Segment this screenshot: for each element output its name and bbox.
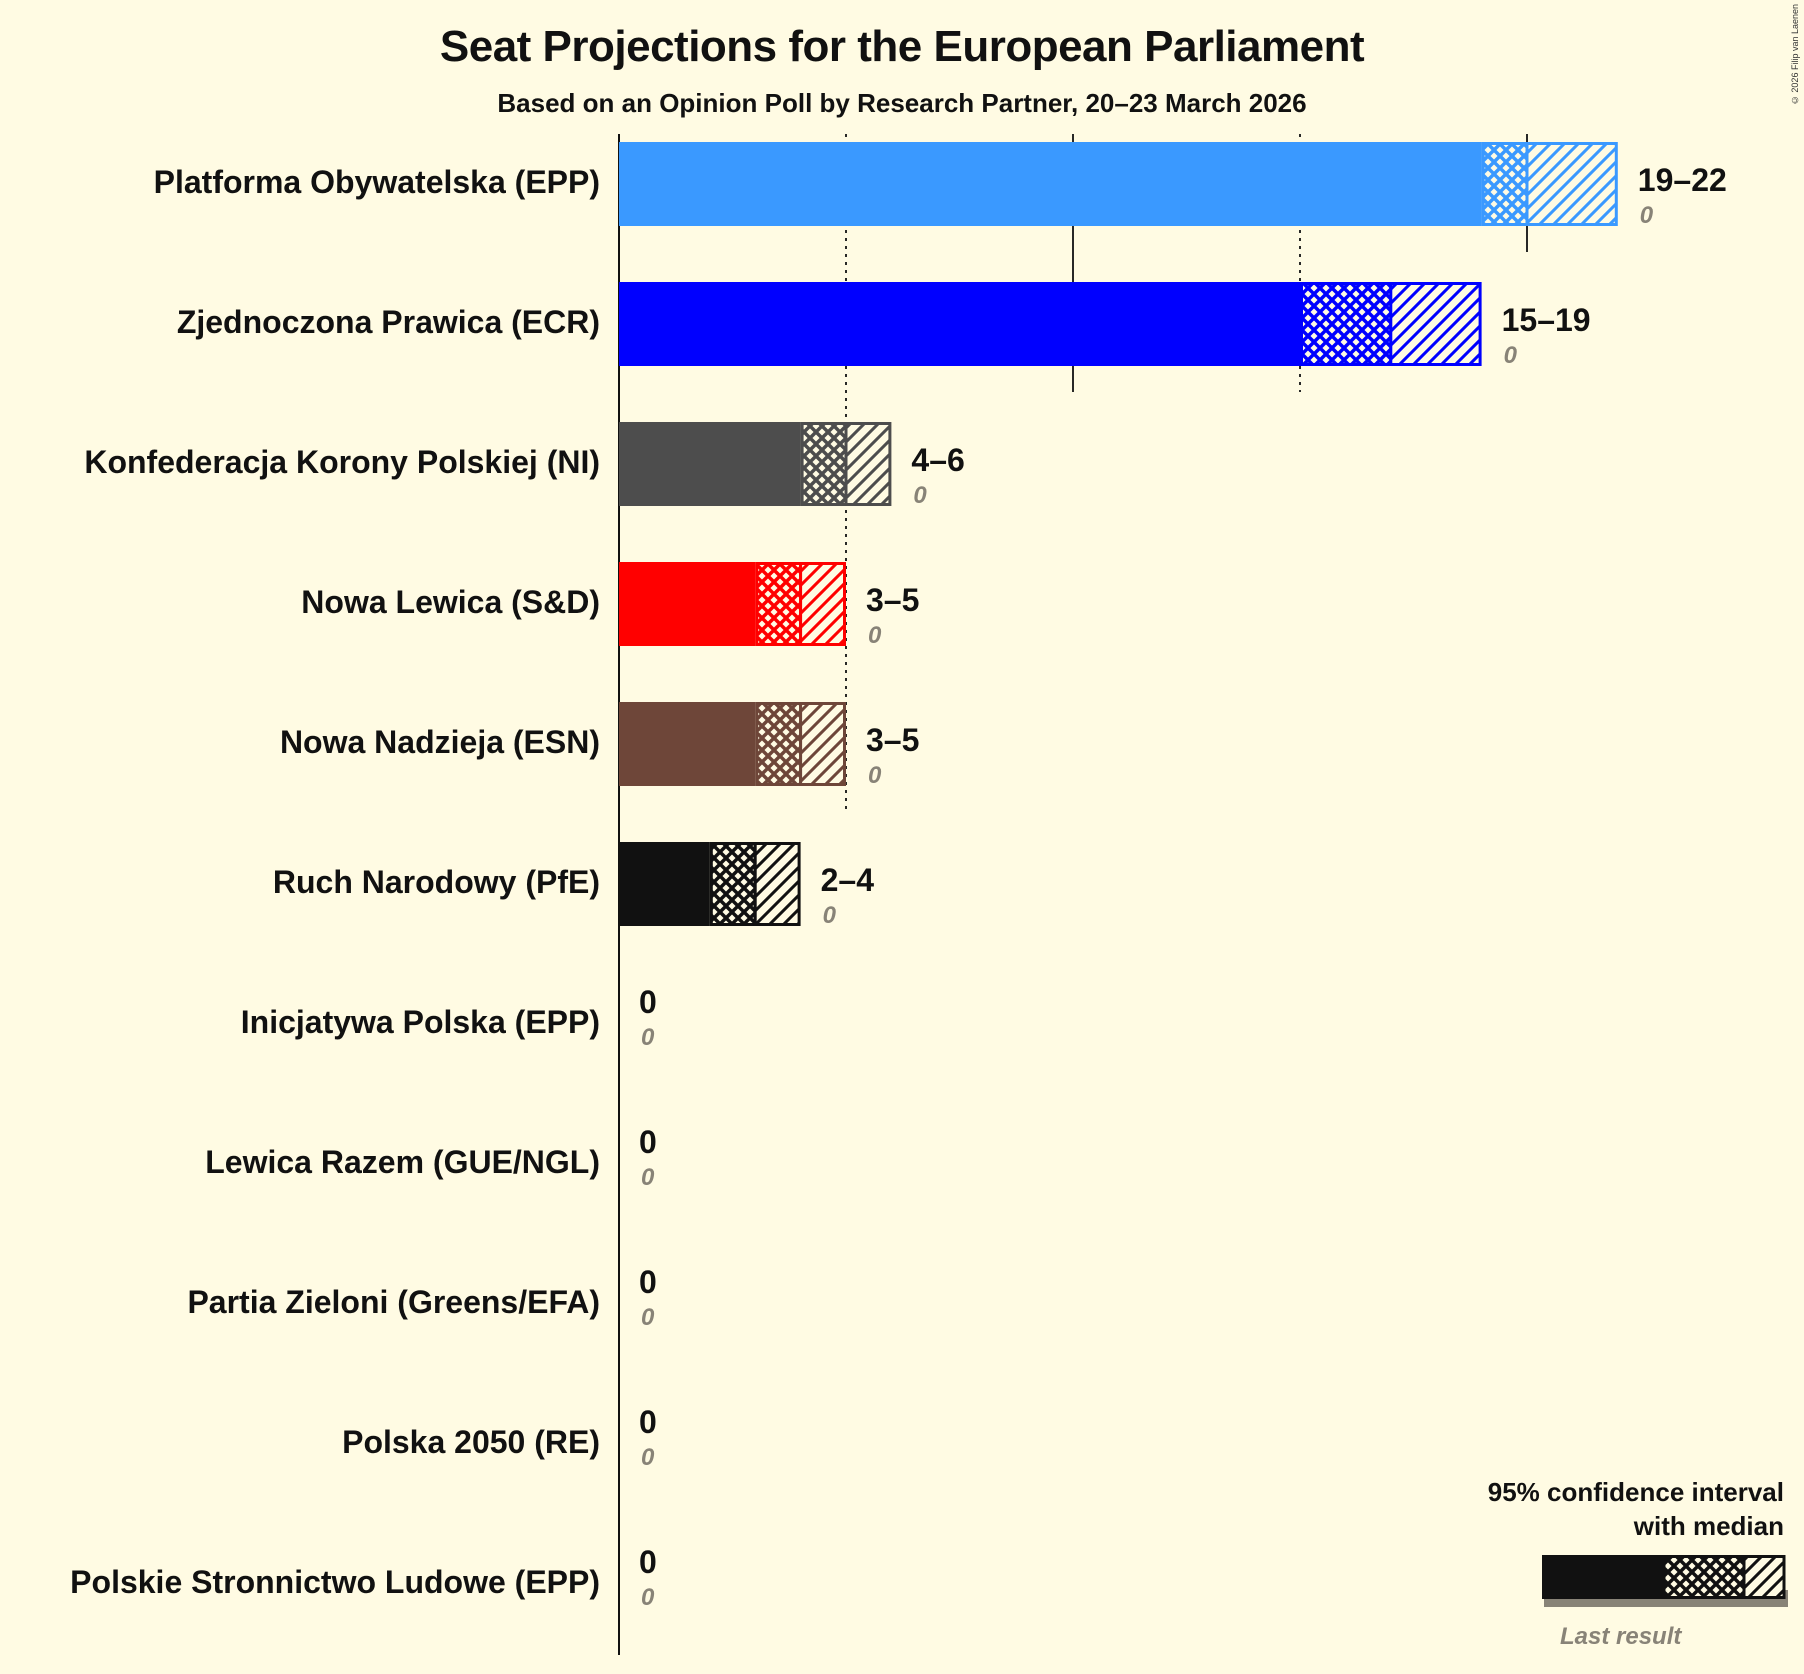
last-result-label: 0	[868, 622, 882, 649]
seat-range-label: 0	[639, 1264, 657, 1300]
last-result-label: 0	[1503, 342, 1517, 369]
party-label: Nowa Lewica (S&D)	[301, 584, 600, 620]
seat-range-label: 15–19	[1501, 302, 1591, 338]
legend-title-line2: with median	[1633, 1511, 1784, 1541]
chart-title: Seat Projections for the European Parlia…	[439, 22, 1365, 71]
last-result-label: 0	[641, 1024, 655, 1051]
seat-range-label: 4–6	[911, 442, 965, 478]
party-label: Polskie Stronnictwo Ludowe (EPP)	[70, 1564, 600, 1600]
seat-range-label: 3–5	[866, 722, 920, 758]
bar-ci-low	[619, 422, 801, 506]
party-label: Polska 2050 (RE)	[342, 1424, 600, 1460]
seat-range-label: 0	[639, 1544, 657, 1580]
bar-ci-low	[619, 142, 1482, 226]
seat-range-label: 2–4	[820, 862, 874, 898]
last-result-label: 0	[641, 1444, 655, 1471]
bar-ci-to-median	[755, 562, 803, 646]
party-label: Ruch Narodowy (PfE)	[272, 864, 600, 900]
legend-ci-bar	[1542, 1555, 1664, 1599]
last-result-label: 0	[1639, 202, 1654, 229]
legend-title-line1: 95% confidence interval	[1487, 1477, 1784, 1507]
seat-range-label: 0	[639, 1124, 657, 1160]
bar-ci-low	[619, 282, 1300, 366]
party-label: Inicjatywa Polska (EPP)	[240, 1004, 600, 1040]
bar-ci-to-median	[755, 702, 803, 786]
party-label: Zjednoczona Prawica (ECR)	[176, 304, 600, 340]
last-result-label: 0	[641, 1164, 655, 1191]
legend-high-diag	[1742, 1555, 1786, 1599]
seat-range-label: 3–5	[866, 582, 920, 618]
legend-last-result-label: Last result	[1560, 1623, 1682, 1650]
bar-ci-to-median	[1300, 282, 1393, 366]
bar-ci-low	[619, 842, 710, 926]
bar-median-to-ci-high	[753, 842, 801, 926]
last-result-label: 0	[913, 482, 927, 509]
party-label: Lewica Razem (GUE/NGL)	[205, 1144, 600, 1180]
bar-median-to-ci-high	[799, 562, 846, 646]
legend-median-cross	[1662, 1555, 1746, 1599]
bar-median-to-ci-high	[1389, 282, 1482, 366]
bar-ci-low	[619, 562, 756, 646]
bar-median-to-ci-high	[1525, 142, 1618, 226]
last-result-label: 0	[868, 762, 882, 789]
party-label: Konfederacja Korony Polskiej (NI)	[84, 444, 600, 480]
last-result-label: 0	[641, 1584, 655, 1611]
last-result-label: 0	[822, 902, 836, 929]
seat-range-label: 19–22	[1637, 162, 1727, 198]
last-result-label: 0	[641, 1304, 655, 1331]
bar-median-to-ci-high	[799, 702, 846, 786]
party-label: Partia Zieloni (Greens/EFA)	[187, 1284, 600, 1320]
chart-subtitle: Based on an Opinion Poll by Research Par…	[497, 88, 1307, 118]
party-label: Platforma Obywatelska (EPP)	[153, 164, 600, 200]
bar-ci-to-median	[1481, 142, 1529, 226]
seat-range-label: 0	[639, 1404, 657, 1440]
bar-median-to-ci-high	[844, 422, 892, 506]
bar-ci-to-median	[709, 842, 757, 926]
bar-ci-low	[619, 702, 756, 786]
bar-ci-to-median	[800, 422, 848, 506]
legend-title: 95% confidence interval with median	[1488, 1475, 1784, 1543]
seat-range-label: 0	[639, 984, 657, 1020]
party-label: Nowa Nadzieja (ESN)	[279, 724, 600, 760]
